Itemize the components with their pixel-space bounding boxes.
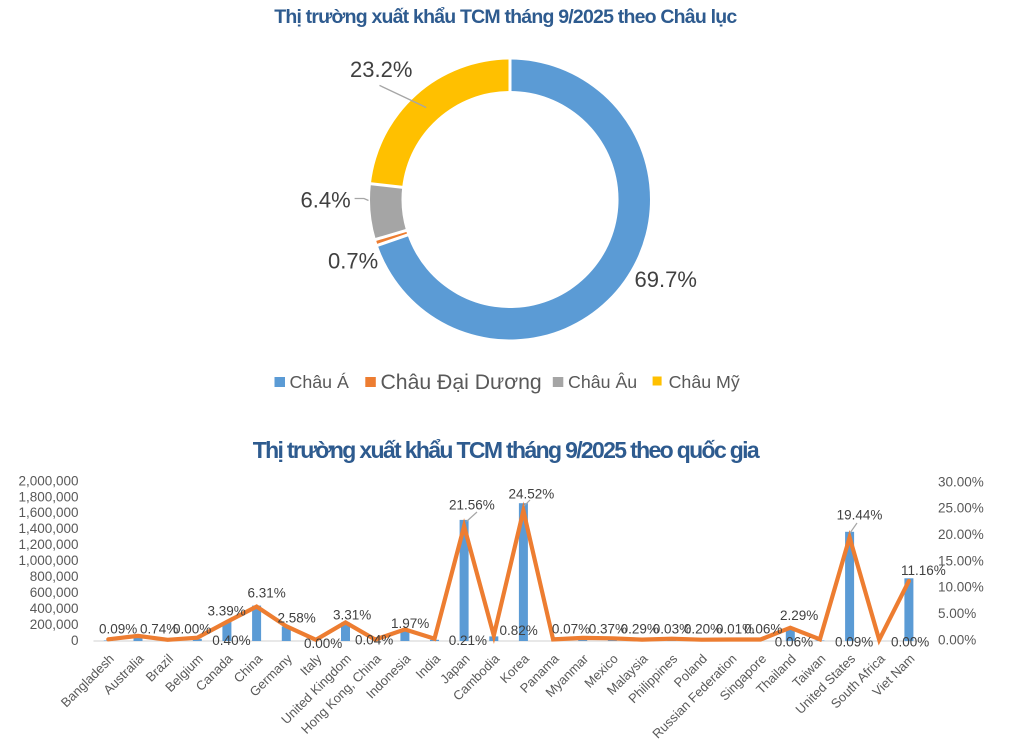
svg-text:1,200,000: 1,200,000	[18, 537, 78, 552]
svg-text:0.09%: 0.09%	[99, 622, 137, 637]
svg-text:0.29%: 0.29%	[621, 622, 659, 637]
svg-text:Châu Á: Châu Á	[290, 372, 349, 392]
svg-text:3.31%: 3.31%	[333, 608, 371, 623]
svg-text:0.00%: 0.00%	[304, 636, 342, 651]
svg-text:0.21%: 0.21%	[449, 633, 487, 648]
svg-text:0.00%: 0.00%	[891, 634, 929, 649]
svg-text:0.7%: 0.7%	[328, 249, 378, 274]
svg-text:Châu Mỹ: Châu Mỹ	[669, 372, 740, 392]
svg-text:0.00%: 0.00%	[173, 622, 211, 637]
svg-text:10.00%: 10.00%	[938, 580, 984, 595]
svg-text:200,000: 200,000	[30, 617, 79, 632]
svg-text:21.56%: 21.56%	[449, 498, 495, 513]
svg-text:2,000,000: 2,000,000	[18, 473, 78, 488]
svg-text:0.01%: 0.01%	[716, 622, 754, 637]
svg-text:19.44%: 19.44%	[837, 508, 883, 523]
svg-text:0: 0	[71, 633, 79, 648]
svg-text:0.74%: 0.74%	[140, 622, 178, 637]
svg-text:Thị trường xuất khẩu TCM tháng: Thị trường xuất khẩu TCM tháng 9/2025 th…	[253, 437, 760, 463]
svg-text:1,800,000: 1,800,000	[18, 489, 78, 504]
svg-text:0.07%: 0.07%	[552, 622, 590, 637]
svg-text:400,000: 400,000	[30, 601, 79, 616]
svg-text:2.58%: 2.58%	[278, 611, 316, 626]
svg-text:0.06%: 0.06%	[775, 634, 813, 649]
svg-text:0.04%: 0.04%	[355, 632, 393, 647]
svg-text:0.37%: 0.37%	[589, 622, 627, 637]
svg-text:20.00%: 20.00%	[938, 527, 984, 542]
svg-text:6.31%: 6.31%	[248, 585, 286, 600]
svg-text:2.29%: 2.29%	[780, 608, 818, 623]
svg-text:69.7%: 69.7%	[635, 267, 697, 292]
svg-text:5.00%: 5.00%	[938, 606, 976, 621]
svg-text:0.20%: 0.20%	[684, 622, 722, 637]
svg-text:Thị trường xuất khẩu TCM tháng: Thị trường xuất khẩu TCM tháng 9/2025 th…	[274, 6, 737, 28]
svg-text:1,600,000: 1,600,000	[18, 505, 78, 520]
svg-text:1,000,000: 1,000,000	[18, 553, 78, 568]
svg-text:23.2%: 23.2%	[350, 57, 412, 82]
svg-text:25.00%: 25.00%	[938, 501, 984, 516]
svg-text:1.97%: 1.97%	[391, 616, 429, 631]
svg-text:30.00%: 30.00%	[938, 474, 984, 489]
svg-text:11.16%: 11.16%	[901, 563, 946, 578]
svg-text:0.09%: 0.09%	[835, 634, 873, 649]
svg-text:0.00%: 0.00%	[938, 632, 976, 647]
svg-text:Châu Đại Dương: Châu Đại Dương	[381, 371, 542, 394]
svg-text:15.00%: 15.00%	[938, 553, 984, 568]
svg-text:800,000: 800,000	[30, 569, 79, 584]
svg-text:0.40%: 0.40%	[212, 633, 250, 648]
svg-text:0.03%: 0.03%	[653, 622, 691, 637]
svg-text:24.52%: 24.52%	[509, 487, 555, 502]
svg-text:1,400,000: 1,400,000	[18, 521, 78, 536]
svg-text:600,000: 600,000	[30, 585, 79, 600]
svg-text:0.82%: 0.82%	[500, 623, 538, 638]
svg-text:0.06%: 0.06%	[744, 622, 782, 637]
svg-text:6.4%: 6.4%	[301, 188, 351, 213]
svg-text:3.39%: 3.39%	[208, 604, 246, 619]
svg-text:Châu Âu: Châu Âu	[568, 371, 637, 392]
